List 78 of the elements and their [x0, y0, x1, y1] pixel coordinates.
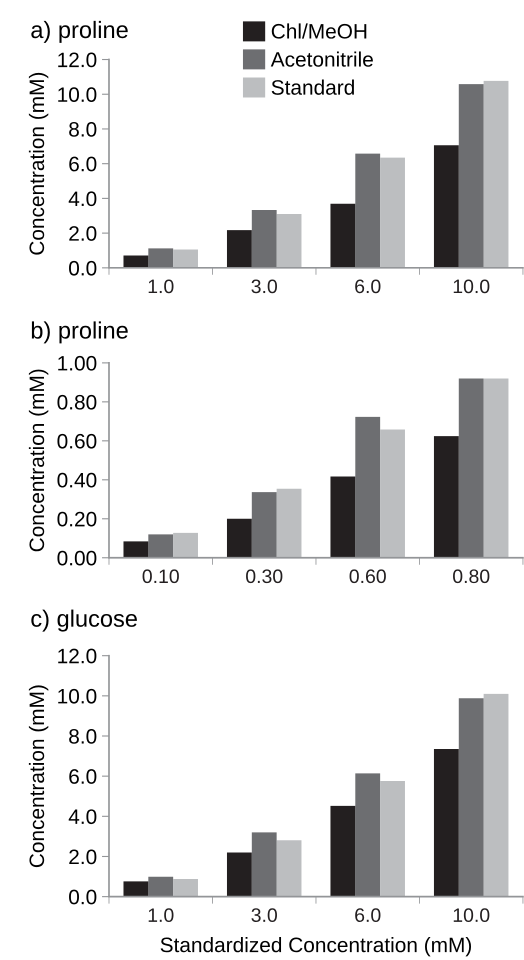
bar [484, 694, 508, 897]
x-tick-label: 1.0 [148, 908, 174, 922]
y-axis-title: Concentration (mM) [28, 72, 48, 255]
bar [276, 214, 302, 268]
legend-label: Standard [272, 80, 354, 95]
y-tick-label: 10.0 [58, 688, 96, 704]
bar [484, 80, 508, 268]
x-tick-label: 0.10 [142, 569, 179, 584]
x-tick-label: 1.0 [148, 279, 174, 294]
bar [380, 158, 405, 268]
y-tick-label: 0.60 [57, 434, 96, 449]
x-tick-label: 3.0 [251, 908, 277, 922]
legend-label: Chl/MeOH [272, 23, 366, 39]
bar [276, 840, 302, 897]
y-tick-label: 8.0 [69, 122, 96, 137]
y-tick-label: 2.0 [69, 849, 96, 864]
y-axis-title: Concentration (mM) [28, 370, 48, 552]
bar [252, 210, 277, 268]
y-tick-label: 4.0 [68, 191, 96, 206]
chart-title: c) glucose [31, 610, 137, 632]
bar [123, 256, 148, 268]
y-tick-label: 10.0 [58, 87, 96, 102]
x-tick-label: 3.0 [251, 279, 277, 294]
y-tick-label: 6.0 [69, 769, 96, 784]
y-axis-title: Concentration (mM) [28, 685, 48, 868]
bar [148, 876, 174, 897]
bar [355, 416, 380, 558]
bar [434, 436, 459, 558]
bar [330, 204, 356, 268]
bar [226, 518, 252, 558]
y-tick-label: 0.80 [57, 394, 96, 410]
x-tick-label: 0.30 [246, 569, 282, 584]
bar [355, 773, 380, 897]
y-tick-label: 4.0 [68, 809, 96, 824]
legend-label: Acetonitrile [270, 51, 373, 67]
bar [458, 84, 484, 268]
bar [173, 532, 198, 558]
bar [380, 430, 405, 558]
bar [330, 476, 356, 558]
bar [355, 154, 380, 268]
bar [458, 378, 484, 558]
bar [330, 806, 356, 897]
bar [226, 230, 252, 268]
bar [252, 492, 277, 558]
x-tick-label: 0.60 [350, 569, 386, 584]
y-tick-label: 0.00 [57, 550, 96, 566]
bar [434, 145, 459, 268]
bar [252, 832, 277, 897]
bar [434, 749, 459, 897]
x-tick-label: 10.0 [454, 908, 490, 922]
bar [380, 780, 405, 897]
bar [123, 541, 148, 558]
bar [458, 698, 484, 897]
y-tick-label: 0.0 [69, 890, 96, 904]
x-tick-label: 6.0 [355, 908, 380, 922]
bar [148, 248, 174, 268]
y-tick-label: 8.0 [69, 729, 96, 744]
y-tick-label: 1.00 [58, 356, 96, 371]
bar [173, 249, 198, 268]
bar [226, 852, 252, 897]
y-tick-label: 12.0 [58, 648, 96, 664]
bar [123, 881, 148, 897]
x-tick-label: 10.0 [454, 279, 490, 294]
y-tick-label: 12.0 [58, 52, 96, 68]
bar [276, 488, 302, 558]
y-tick-label: 0.0 [69, 260, 96, 276]
bar [148, 534, 174, 558]
chart-title: b) proline [32, 321, 128, 344]
bar [173, 878, 198, 897]
y-tick-label: 2.0 [69, 226, 96, 241]
x-tick-label: 6.0 [355, 279, 380, 294]
bar [484, 378, 508, 558]
chart-title: a) proline [31, 20, 128, 43]
y-tick-label: 0.20 [57, 512, 96, 527]
y-tick-label: 0.40 [57, 472, 96, 488]
x-tick-label: 0.80 [453, 569, 490, 584]
y-tick-label: 6.0 [69, 156, 96, 172]
x-axis-title: Standardized Concentration (mM) [160, 936, 472, 956]
